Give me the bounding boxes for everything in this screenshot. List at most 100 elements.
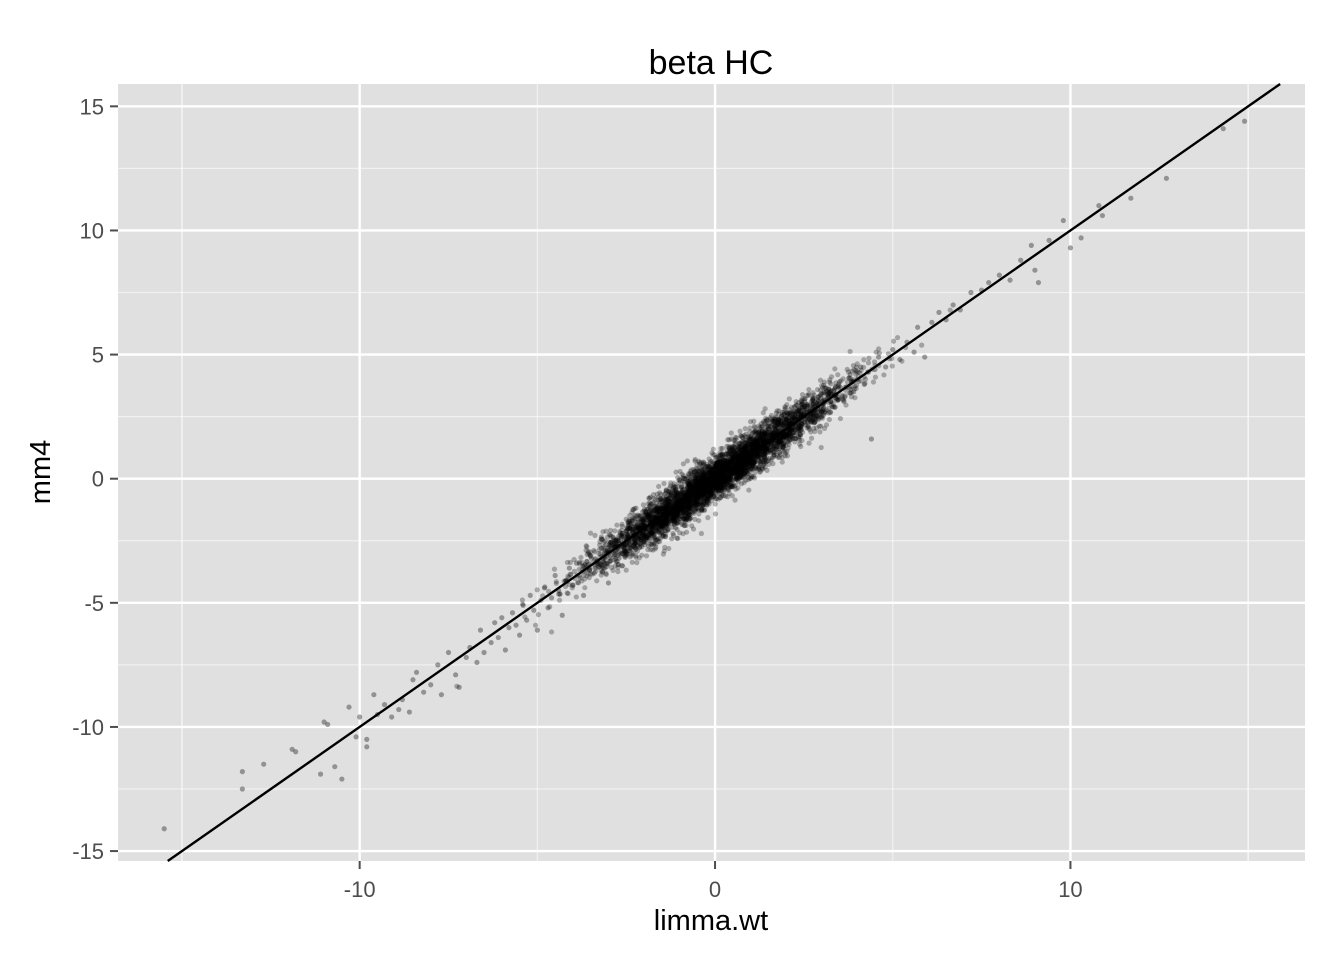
data-point <box>681 480 688 486</box>
data-point <box>700 478 706 485</box>
data-point <box>749 462 755 468</box>
data-point <box>735 471 741 477</box>
data-point <box>728 430 734 436</box>
data-point <box>715 469 721 475</box>
data-point <box>791 408 797 415</box>
data-point <box>522 614 528 620</box>
data-point <box>737 441 743 447</box>
data-point <box>723 477 729 483</box>
data-point <box>709 469 715 475</box>
data-point <box>695 479 701 485</box>
data-point <box>636 536 642 542</box>
data-point <box>686 487 692 494</box>
data-point <box>692 482 698 489</box>
data-point <box>729 493 735 499</box>
data-point <box>696 511 702 517</box>
data-point <box>671 487 677 494</box>
data-point <box>852 383 858 390</box>
data-point <box>701 488 707 494</box>
data-point <box>435 662 441 668</box>
data-point <box>713 485 719 491</box>
data-point <box>694 494 700 501</box>
data-point <box>598 572 604 578</box>
data-point <box>697 481 703 487</box>
data-point <box>701 501 707 507</box>
data-point <box>634 523 640 529</box>
data-point <box>289 746 295 752</box>
data-point <box>742 468 748 475</box>
data-point <box>773 422 779 428</box>
data-point <box>781 411 788 417</box>
data-point <box>672 525 679 531</box>
data-point <box>239 786 245 792</box>
data-point <box>811 419 817 425</box>
data-point <box>633 513 639 519</box>
data-point <box>672 499 678 505</box>
data-point <box>647 494 654 500</box>
data-point <box>700 501 706 507</box>
data-point <box>659 508 666 514</box>
data-point <box>899 358 905 364</box>
data-point <box>727 459 734 465</box>
data-point <box>699 479 705 485</box>
data-point <box>687 487 693 493</box>
data-point <box>410 677 416 683</box>
data-point <box>631 539 638 546</box>
data-point <box>786 415 792 421</box>
data-point <box>661 504 667 510</box>
data-point <box>743 445 749 451</box>
data-point <box>718 484 724 490</box>
data-point <box>734 476 740 482</box>
data-point <box>694 493 700 499</box>
data-point <box>612 563 618 569</box>
data-point <box>725 476 731 482</box>
data-point <box>764 446 770 452</box>
data-point <box>692 484 698 490</box>
data-point <box>828 381 834 387</box>
data-point <box>763 431 769 437</box>
data-point <box>649 525 655 531</box>
data-point <box>655 521 661 527</box>
data-point <box>696 493 702 499</box>
data-point <box>652 513 658 519</box>
data-point <box>592 532 598 538</box>
data-point <box>713 468 719 475</box>
data-point <box>587 571 594 577</box>
data-point <box>718 477 724 483</box>
data-point <box>593 568 599 574</box>
data-point <box>1060 217 1066 224</box>
data-point <box>783 435 790 442</box>
data-point <box>630 529 636 535</box>
data-point <box>827 409 833 415</box>
data-point <box>919 342 925 348</box>
data-point <box>641 508 647 514</box>
data-point <box>161 826 167 832</box>
data-point <box>808 435 815 441</box>
data-point <box>727 470 733 476</box>
data-point <box>751 443 757 449</box>
data-point <box>698 476 704 483</box>
data-point <box>1032 267 1038 273</box>
data-point <box>670 520 676 526</box>
data-point <box>667 485 673 491</box>
data-point <box>713 463 719 469</box>
data-point <box>744 469 750 475</box>
data-point <box>777 417 783 424</box>
data-point <box>894 334 901 341</box>
data-point <box>616 555 622 561</box>
data-point <box>743 458 750 464</box>
data-point <box>623 528 629 534</box>
data-point <box>662 515 668 521</box>
data-point <box>787 411 793 417</box>
data-point <box>683 509 689 516</box>
data-point <box>624 549 630 556</box>
data-point <box>696 474 702 480</box>
data-point <box>722 461 728 467</box>
data-point <box>1028 242 1034 248</box>
data-point <box>724 474 730 480</box>
data-point <box>731 453 738 460</box>
data-point <box>735 453 741 459</box>
data-point <box>658 491 664 497</box>
data-point <box>618 551 624 557</box>
data-point <box>740 462 747 468</box>
